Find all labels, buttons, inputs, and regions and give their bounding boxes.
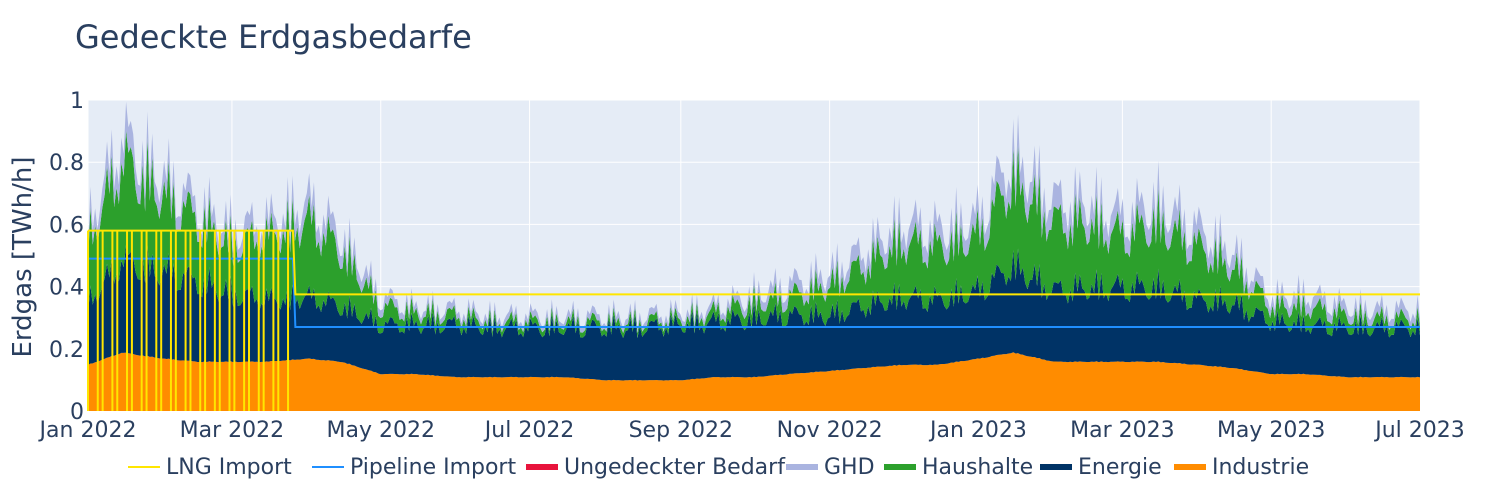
area-industrie bbox=[88, 352, 1420, 411]
x-tick-label: Jul 2023 bbox=[1373, 418, 1465, 443]
legend-label: Energie bbox=[1078, 455, 1162, 480]
area-energie bbox=[88, 244, 1420, 381]
y-axis: 0 0.2 0.4 0.6 0.8 1 bbox=[49, 89, 84, 425]
legend-label: LNG Import bbox=[166, 455, 292, 480]
x-tick-label: May 2022 bbox=[327, 418, 435, 443]
area-haushalte bbox=[88, 130, 1420, 339]
legend-label: GHD bbox=[824, 455, 875, 480]
x-tick-label: Mar 2022 bbox=[180, 418, 285, 443]
stacked-areas bbox=[88, 101, 1420, 411]
x-tick-label: Jan 2023 bbox=[928, 418, 1027, 443]
y-tick-label: 0 bbox=[70, 400, 84, 425]
y-tick-label: 0.2 bbox=[49, 338, 84, 363]
y-tick-label: 0.6 bbox=[49, 213, 84, 238]
legend-label: Haushalte bbox=[922, 455, 1033, 480]
x-axis: Jan 2022 Mar 2022 May 2022 Jul 2022 Sep 2022… bbox=[38, 418, 1465, 443]
x-tick-label: May 2023 bbox=[1217, 418, 1325, 443]
x-tick-label: Jul 2022 bbox=[483, 418, 575, 443]
y-tick-label: 1 bbox=[70, 89, 84, 114]
x-tick-label: Mar 2023 bbox=[1070, 418, 1175, 443]
x-tick-label: Sep 2022 bbox=[629, 418, 733, 443]
legend-label: Ungedeckter Bedarf bbox=[564, 455, 786, 480]
y-axis-title: Erdgas [TWh/h] bbox=[8, 156, 38, 357]
legend-label: Industrie bbox=[1212, 455, 1309, 480]
y-tick-label: 0.4 bbox=[49, 276, 84, 301]
y-tick-label: 0.8 bbox=[49, 151, 84, 176]
legend: LNG Import Pipeline Import Ungedeckter Bed… bbox=[128, 455, 1309, 480]
x-tick-label: Jan 2022 bbox=[38, 418, 137, 443]
import-lines bbox=[87, 229, 1420, 411]
x-tick-label: Nov 2022 bbox=[777, 418, 883, 443]
chart-title: Gedeckte Erdgasbedarfe bbox=[75, 18, 472, 56]
legend-label: Pipeline Import bbox=[350, 455, 516, 480]
